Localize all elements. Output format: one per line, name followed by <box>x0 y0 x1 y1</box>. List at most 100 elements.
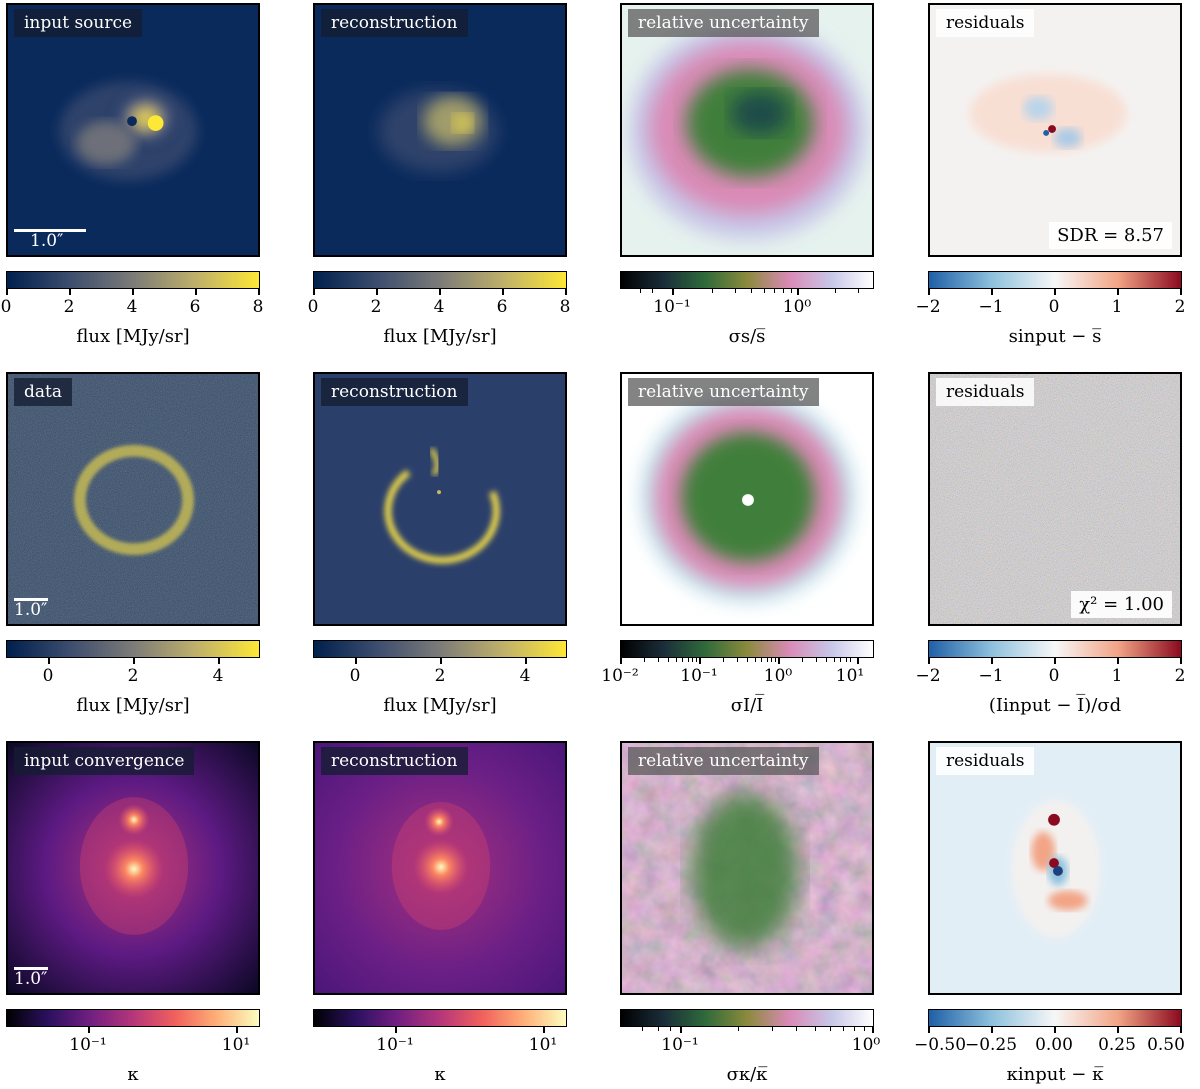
panel-convergence-residuals: residuals <box>928 741 1182 995</box>
input-source-image <box>8 5 258 255</box>
colorbar-rdbu <box>928 640 1182 658</box>
source-uncertainty-image <box>622 5 872 255</box>
panel-source-reconstruction: reconstruction <box>313 3 567 257</box>
tick-label: 10⁻¹ <box>376 1035 414 1055</box>
colorbar-label: flux [MJy/sr] <box>76 326 190 347</box>
tick-label: 4 <box>126 297 138 317</box>
colorbar-rdbu <box>928 1009 1182 1027</box>
tick-label: 0 <box>42 666 54 686</box>
data-image <box>8 374 258 624</box>
tick-label: 0 <box>0 297 12 317</box>
tick-label: 10⁻¹ <box>69 1035 107 1055</box>
colorbar-magma <box>6 1009 260 1027</box>
tick-label: 1 <box>1111 666 1123 686</box>
tick-label: 0 <box>1048 297 1060 317</box>
panel-label: reconstruction <box>321 9 468 37</box>
colorbar-ticks: 0 2 4 6 8 <box>1 289 263 329</box>
colorbar-magma <box>313 1009 567 1027</box>
panel-convergence-relative-uncertainty: relative uncertainty <box>620 741 874 995</box>
tick-label: −2 <box>915 666 941 686</box>
tick-label: 4 <box>519 666 531 686</box>
panel-label: residuals <box>936 9 1035 37</box>
panel-data-reconstruction: reconstruction <box>313 372 567 626</box>
colorbar-ticks: 0 2 4 6 8 <box>308 289 570 329</box>
tick-label: −1 <box>978 297 1004 317</box>
tick-label: 10¹ <box>835 666 865 686</box>
colorbar-cividis <box>313 271 567 289</box>
colorbar-label: κ <box>434 1064 446 1085</box>
scale-bar-label: 1.0″ <box>30 231 64 251</box>
tick-label: 10¹ <box>528 1035 558 1055</box>
scale-bar <box>14 598 48 601</box>
tick-label: 10⁻¹ <box>680 666 718 686</box>
colorbar-label: σκ/κ̅ <box>726 1064 768 1085</box>
tick-label: 10⁰ <box>782 297 812 317</box>
tick-label: 0 <box>1048 666 1060 686</box>
tick-label: 10⁻¹ <box>661 1035 699 1055</box>
tick-label: 6 <box>496 297 508 317</box>
data-reconstruction-image <box>315 374 565 624</box>
convergence-residuals-image <box>930 743 1180 993</box>
colorbar-label: σI/I̅ <box>730 695 764 716</box>
convergence-uncertainty-image <box>622 743 872 993</box>
colorbar-label: flux [MJy/sr] <box>383 695 497 716</box>
panel-label: residuals <box>936 747 1035 775</box>
tick-label: −0.50 <box>913 1035 967 1055</box>
source-residuals-image <box>930 5 1180 255</box>
panel-input-source: input source 1.0″ <box>6 3 260 257</box>
tick-label: 0 <box>349 666 361 686</box>
tick-label: −1 <box>978 666 1004 686</box>
colorbar-ticks: 10⁻¹ 10⁰ <box>620 289 874 329</box>
scale-bar-label: 1.0″ <box>14 600 48 620</box>
colorbar-ticks: −2 −1 0 1 2 <box>915 658 1185 698</box>
scale-bar <box>14 967 48 970</box>
tick-label: 0.25 <box>1098 1035 1136 1055</box>
tick-label: 2 <box>127 666 139 686</box>
colorbar-label: (Iinput − I̅)/σd <box>988 695 1122 716</box>
panel-label: input source <box>14 9 143 37</box>
colorbar-ticks: −2 −1 0 1 2 <box>915 289 1185 329</box>
tick-label: 2 <box>370 297 382 317</box>
sdr-statistic: SDR = 8.57 <box>1049 222 1172 249</box>
chi-squared-statistic: χ² = 1.00 <box>1071 591 1172 618</box>
colorbar-label: flux [MJy/sr] <box>383 326 497 347</box>
colorbar-ticks: 0 2 4 <box>313 658 567 698</box>
tick-label: 0.00 <box>1035 1035 1073 1055</box>
panel-source-relative-uncertainty: relative uncertainty <box>620 3 874 257</box>
colorbar-ticks: 10⁻¹ 10⁰ <box>620 1027 880 1067</box>
tick-label: −2 <box>915 297 941 317</box>
panel-data-relative-uncertainty: relative uncertainty <box>620 372 874 626</box>
colorbar-cividis <box>6 271 260 289</box>
tick-label: 1 <box>1111 297 1123 317</box>
tick-label: −0.25 <box>964 1035 1018 1055</box>
colorbar-cividis <box>6 640 260 658</box>
panel-label: reconstruction <box>321 747 468 775</box>
colorbar-label: κ <box>127 1064 139 1085</box>
panel-data: data 1.0″ <box>6 372 260 626</box>
tick-label: 10⁻¹ <box>653 297 691 317</box>
tick-label: 0 <box>307 297 319 317</box>
colorbar-ticks: 10⁻² 10⁻¹ 10⁰ 10¹ <box>601 658 874 698</box>
tick-label: 2 <box>434 666 446 686</box>
scale-bar-label: 1.0″ <box>14 969 48 989</box>
tick-label: 8 <box>559 297 571 317</box>
tick-label: 6 <box>189 297 201 317</box>
colorbar-cubehelix <box>620 271 874 289</box>
colorbar-label: flux [MJy/sr] <box>76 695 190 716</box>
tick-label: 4 <box>433 297 445 317</box>
colorbar-cubehelix <box>620 640 874 658</box>
panel-input-convergence: input convergence 1.0″ <box>6 741 260 995</box>
colorbar-label: sinput − s̅ <box>1008 326 1102 347</box>
panel-source-residuals: residuals SDR = 8.57 <box>928 3 1182 257</box>
scale-bar <box>14 229 86 232</box>
tick-label: 10⁻² <box>601 666 639 686</box>
colorbar-label: κinput − κ̅ <box>1006 1064 1104 1085</box>
data-uncertainty-image <box>622 374 872 624</box>
panel-label: relative uncertainty <box>628 9 819 37</box>
colorbar-cividis <box>313 640 567 658</box>
panel-label: residuals <box>936 378 1035 406</box>
data-residuals-image <box>930 374 1180 624</box>
colorbar-ticks: 10⁻¹ 10¹ <box>6 1027 260 1067</box>
source-reconstruction-image <box>315 5 565 255</box>
tick-label: 2 <box>63 297 75 317</box>
